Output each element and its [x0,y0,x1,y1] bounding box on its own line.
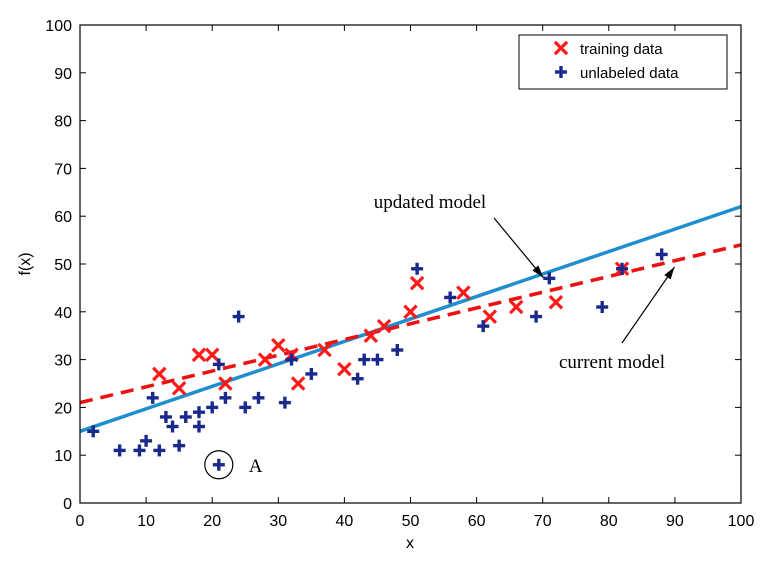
unlabeled-data-point [173,439,186,452]
unlabeled-data-point [252,391,265,404]
unlabeled-data-point [192,406,205,419]
current-model-line [79,243,742,405]
training-data-point [508,299,524,315]
y-tick-label: 50 [54,257,72,274]
unlabeled-data-point [351,372,364,385]
training-data-point [548,294,564,310]
unlabeled-data-point [239,401,252,414]
unlabeled-data-point [543,272,556,285]
unlabeled-data-point [192,420,205,433]
unlabeled-data-point [232,310,245,323]
training-data-point [403,304,418,320]
training-data-point [218,376,233,391]
y-tick-label: 60 [54,209,72,226]
training-data-point [152,366,167,382]
y-tick-label: 80 [54,114,72,131]
unlabeled-data-point [133,444,146,457]
unlabeled-data-point [444,291,457,304]
training-data-point [290,376,306,391]
current-model-label: current model [559,352,665,373]
x-tick-labels: 0 10 20 30 40 50 60 70 80 90 100 [76,513,755,530]
unlabeled-data-point [530,310,543,323]
legend-label-unlabeled: unlabeled data [580,65,679,82]
data-markers [87,248,668,471]
updated-model-label: updated model [374,192,486,213]
y-tick-label: 0 [63,496,72,513]
unlabeled-data-point [655,248,668,261]
x-tick-label: 80 [600,513,618,530]
y-tick-label: 40 [54,305,72,322]
training-data-point [271,337,286,353]
training-data-point [456,285,471,300]
training-data-point [171,381,187,396]
x-tick-label: 50 [402,513,420,530]
annotations: updated model current model A [204,192,676,480]
y-tick-label: 10 [54,448,72,465]
legend-marker-unlabeled [555,66,567,78]
current-model-arrow [621,266,676,344]
plot-frame [79,24,742,504]
unlabeled-data-point [153,444,166,457]
unlabeled-data-point [371,353,384,366]
x-tick-label: 90 [666,513,684,530]
legend-box [518,34,728,90]
plot-area [80,25,741,503]
unlabeled-data-point [206,401,219,414]
x-tick-label: 10 [137,513,155,530]
training-data-point [363,328,379,343]
y-tick-label: 20 [54,400,72,417]
updated-model-line [79,204,742,433]
y-tick-label: 30 [54,353,72,370]
unlabeled-data-point [596,301,609,314]
unlabeled-data-point [179,410,192,423]
y-tick-label: 100 [45,18,72,35]
y-tick-label: 70 [54,161,72,178]
y-tick-labels: 0 10 20 30 40 50 60 70 80 90 100 [45,18,72,513]
unlabeled-data-point [212,458,225,471]
training-data-point [257,352,273,367]
unlabeled-data-point [166,420,179,433]
unlabeled-data-point [305,367,318,380]
x-tick-label: 70 [534,513,552,530]
unlabeled-data-point [358,353,371,366]
unlabeled-data-point [411,262,424,275]
unlabeled-data-point [140,434,153,447]
training-data-point [337,361,352,377]
training-data-point [376,318,392,334]
legend: training data unlabeled data [518,34,728,90]
legend-markers [553,40,569,78]
unlabeled-data-point [212,358,225,371]
unlabeled-data-point [219,391,232,404]
x-axis-label: x [406,535,414,552]
unlabeled-data-point [87,425,100,438]
x-tick-label: 40 [336,513,354,530]
training-data-point [409,275,425,291]
x-tick-label: 60 [468,513,486,530]
unlabeled-data-point [278,396,291,409]
point-a-circle [204,450,234,480]
x-tick-label: 20 [203,513,221,530]
unlabeled-data-point [159,410,172,423]
unlabeled-data-point [391,344,404,357]
legend-marker-training [553,40,569,56]
x-tick-label: 0 [76,513,85,530]
training-data-point [204,347,220,363]
unlabeled-data-point [616,262,629,275]
point-a-label: A [249,456,263,477]
x-tick-label: 100 [728,513,755,530]
training-data-point [191,347,207,363]
unlabeled-data-point [113,444,126,457]
legend-label-training: training data [580,41,663,58]
y-axis-label: f(x) [17,252,34,275]
training-data-point [317,342,332,358]
updated-model-arrow [493,217,544,278]
x-tick-label: 30 [269,513,287,530]
unlabeled-data-point [285,353,298,366]
training-data-point [482,309,498,324]
unlabeled-data-point [146,391,159,404]
model-lines [79,204,742,433]
unlabeled-data-point [477,320,490,333]
y-tick-label: 90 [54,66,72,83]
